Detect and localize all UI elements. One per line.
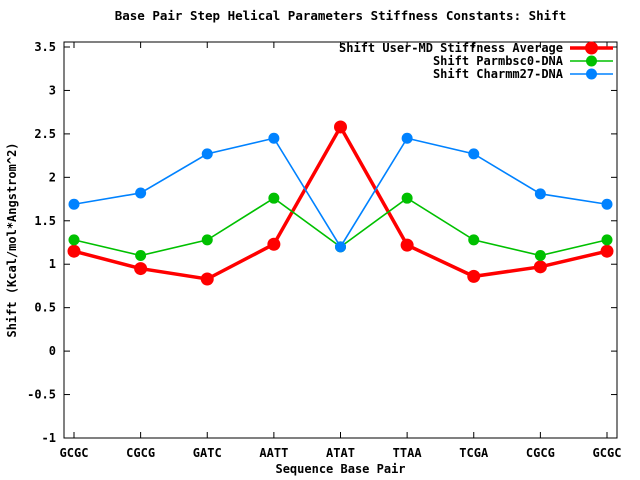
series-marker-0: [400, 238, 414, 252]
x-tick-label: GCGC: [593, 446, 622, 460]
y-tick-label: 1.5: [34, 214, 56, 228]
series-marker-2: [335, 241, 346, 253]
series-marker-2: [268, 132, 280, 144]
series-marker-1: [68, 234, 80, 246]
x-tick-label: TTAA: [393, 446, 423, 460]
series-marker-1: [401, 192, 413, 204]
x-tick-label: TCGA: [459, 446, 489, 460]
legend-label-2: Shift Charmm27-DNA: [433, 67, 564, 81]
series-marker-1: [268, 192, 280, 204]
x-tick-label: CGCG: [126, 446, 155, 460]
series-marker-2: [68, 198, 80, 210]
series-marker-2: [534, 188, 546, 200]
x-tick-label: GCGC: [60, 446, 89, 460]
series-marker-1: [534, 250, 546, 262]
y-tick-label: 3.5: [34, 40, 56, 54]
y-tick-label: -1: [42, 431, 56, 445]
y-tick-label: 2: [49, 170, 56, 184]
y-axis-title: Shift (Kcal/mol*Angstrom^2): [5, 142, 19, 337]
x-tick-label: AATT: [259, 446, 288, 460]
series-marker-2: [135, 187, 147, 199]
legend-marker-1: [586, 55, 597, 67]
x-tick-label: GATC: [193, 446, 222, 460]
series-marker-0: [267, 237, 281, 251]
series-marker-1: [135, 250, 147, 262]
series-marker-2: [201, 148, 213, 160]
chart-title: Base Pair Step Helical Parameters Stiffn…: [114, 8, 567, 23]
series-marker-0: [600, 244, 614, 258]
series-marker-0: [334, 120, 347, 134]
y-tick-label: 0.5: [34, 301, 56, 315]
y-tick-label: 3: [49, 83, 56, 97]
y-tick-label: 2.5: [34, 127, 56, 141]
legend-marker-2: [586, 68, 597, 80]
x-tick-label: ATAT: [326, 446, 355, 460]
series-marker-2: [401, 132, 413, 144]
series-line-2: [73, 137, 608, 249]
legend-marker-0: [585, 41, 598, 55]
y-tick-label: -0.5: [27, 388, 56, 402]
plot-border: [63, 41, 618, 439]
legend-label-1: Shift Parmbsc0-DNA: [433, 54, 564, 68]
series-marker-0: [200, 272, 214, 286]
series-marker-0: [467, 269, 481, 283]
series-marker-2: [601, 198, 613, 210]
series-line-0: [73, 123, 608, 281]
series-marker-0: [533, 260, 547, 274]
series-marker-0: [67, 244, 81, 258]
series-marker-1: [201, 234, 213, 246]
y-tick-label: 0: [49, 344, 56, 358]
series-marker-2: [468, 148, 480, 160]
series-marker-1: [468, 234, 480, 246]
y-tick-label: 1: [49, 257, 56, 271]
x-tick-label: CGCG: [526, 446, 555, 460]
x-axis-title: Sequence Base Pair: [275, 462, 405, 476]
series-marker-1: [601, 234, 613, 246]
series-marker-0: [134, 262, 148, 276]
legend-label-0: Shift User-MD Stiffness Average: [339, 41, 563, 55]
